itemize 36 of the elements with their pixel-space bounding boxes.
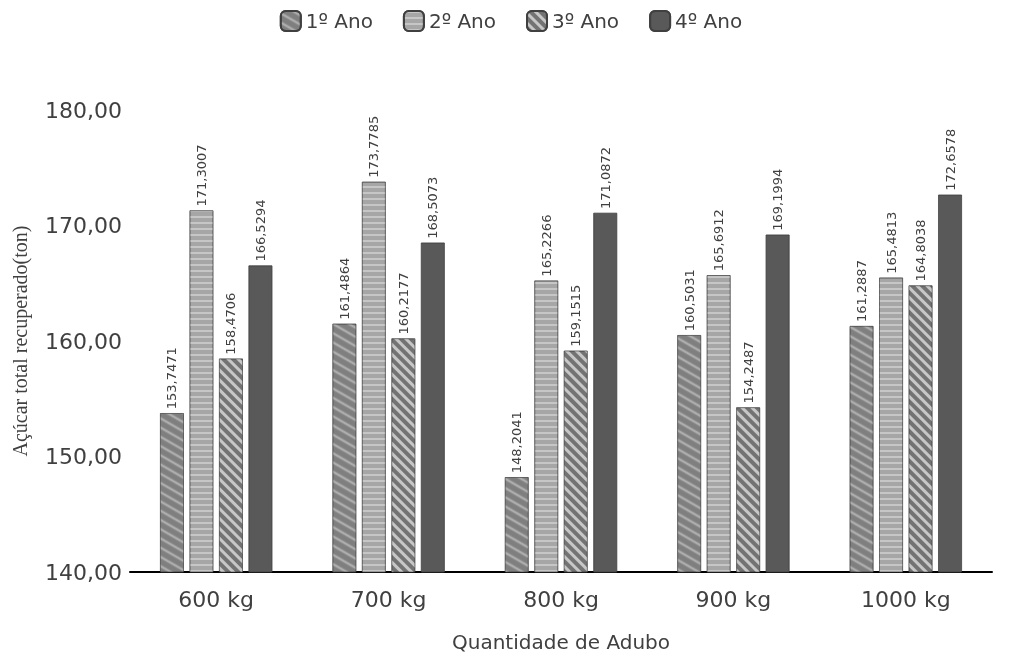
data-label: 161,2887	[854, 260, 870, 323]
x-tick-label: 700 kg	[350, 586, 427, 612]
data-label: 164,8038	[913, 219, 929, 282]
data-label: 165,2266	[538, 214, 554, 277]
data-label: 148,2041	[509, 411, 525, 474]
legend-label: 2º Ano	[428, 9, 497, 33]
data-label: 173,7785	[366, 115, 382, 178]
data-label: 168,5073	[425, 176, 441, 239]
data-label: 171,3007	[193, 144, 209, 207]
x-tick-label: 800 kg	[523, 586, 599, 612]
data-label: 171,0872	[597, 146, 613, 209]
data-label: 160,5031	[681, 269, 697, 332]
y-tick-label: 160,00	[45, 328, 122, 354]
data-label: 165,4813	[883, 211, 899, 274]
x-tick-label: 600 kg	[178, 586, 255, 612]
x-axis-title: Quantidade de Adubo	[451, 630, 671, 654]
data-label: 159,1515	[568, 284, 584, 347]
y-tick-label: 180,00	[45, 97, 122, 123]
data-label: 158,4706	[223, 292, 239, 355]
data-label: 172,6578	[942, 128, 958, 191]
legend-label: 1º Ano	[305, 9, 373, 33]
x-tick-label: 900 kg	[695, 586, 772, 612]
data-label: 153,7471	[164, 347, 180, 410]
y-tick-label: 150,00	[45, 444, 122, 469]
y-axis-title: Açúcar total recuperado(ton)	[9, 225, 32, 457]
x-tick-label: 1000 kg	[860, 586, 951, 612]
data-label: 166,5294	[252, 199, 268, 262]
legend-label: 4º Ano	[675, 9, 743, 33]
legend-label: 3º Ano	[552, 9, 620, 33]
data-label: 154,2487	[740, 341, 756, 404]
data-label: 160,2177	[395, 272, 411, 335]
y-tick-label: 170,00	[45, 213, 122, 238]
data-label: 169,1994	[770, 168, 786, 231]
data-label: 165,6912	[711, 209, 727, 272]
data-label: 161,4864	[336, 257, 352, 320]
y-tick-label: 140,00	[45, 559, 122, 585]
